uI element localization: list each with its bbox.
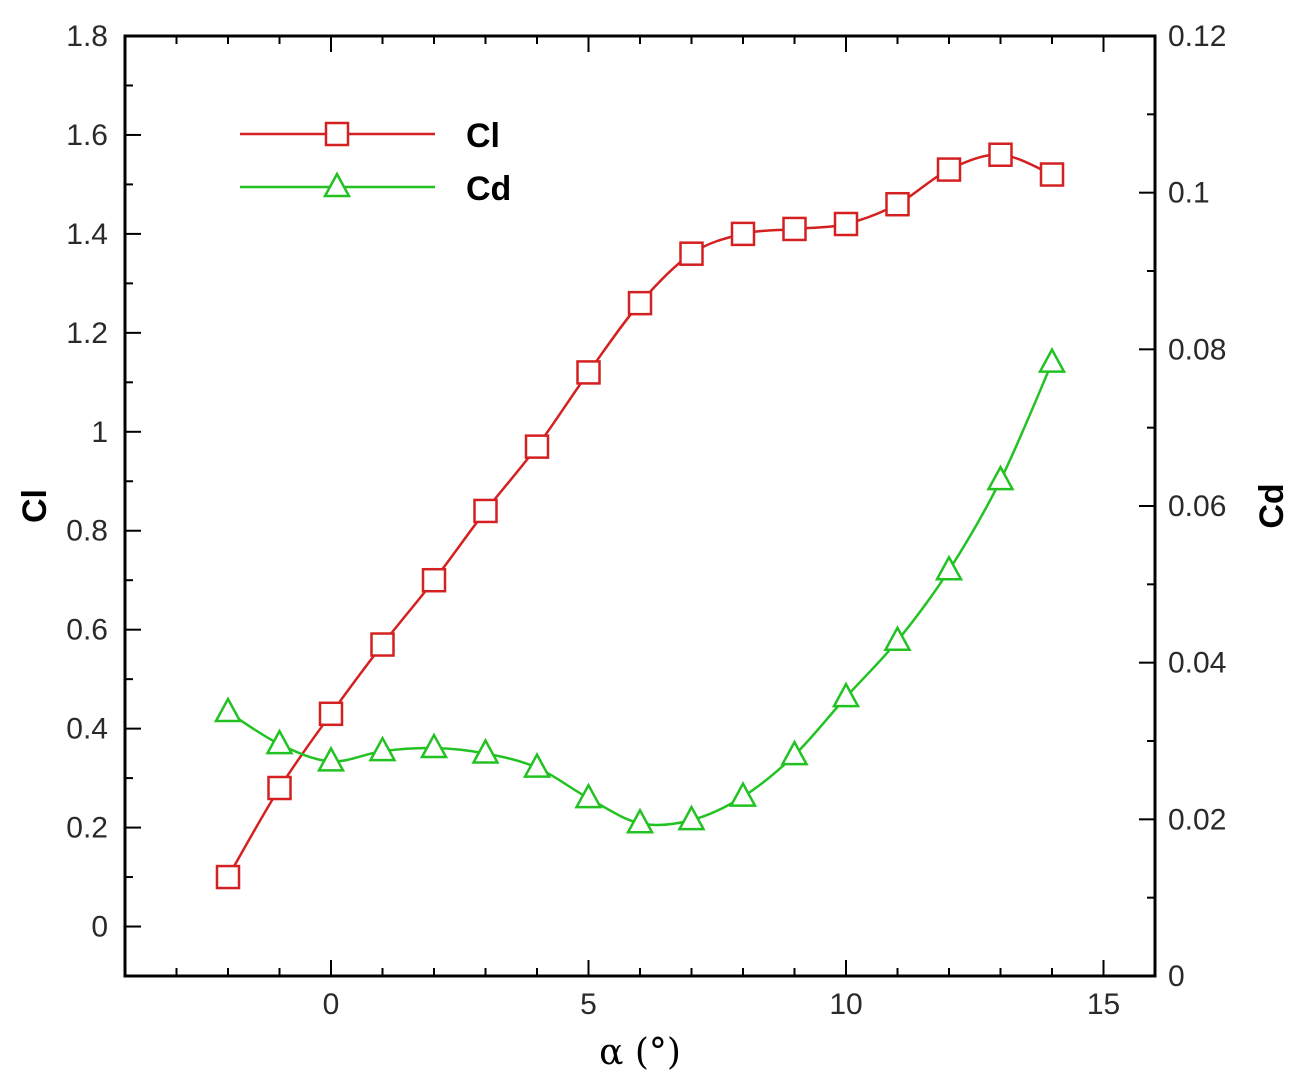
y-left-tick-label: 0.8 bbox=[66, 515, 108, 548]
series-cl-point bbox=[885, 191, 910, 217]
series-layer bbox=[213, 142, 1067, 890]
series-cl-point bbox=[370, 632, 395, 657]
legend-cl-marker bbox=[324, 121, 350, 147]
x-tick-label: 15 bbox=[1087, 988, 1120, 1021]
y-left-tick-label: 0.2 bbox=[66, 812, 108, 845]
series-cl-point bbox=[988, 142, 1013, 167]
y-left-tick-label: 1.6 bbox=[66, 119, 108, 152]
series-cl-point bbox=[267, 775, 292, 801]
series-cd-point bbox=[728, 781, 758, 807]
series-cd-point bbox=[316, 745, 346, 772]
y-right-tick-label: 0.06 bbox=[1168, 490, 1226, 523]
x-tick-label: 10 bbox=[829, 988, 862, 1021]
x-tick-label: 5 bbox=[580, 988, 597, 1021]
series-cd-point bbox=[625, 807, 655, 834]
series-cd-point bbox=[883, 625, 912, 651]
y-right-tick-label: 0.12 bbox=[1168, 20, 1226, 53]
series-cl-point bbox=[833, 211, 859, 237]
series-cd-point bbox=[471, 737, 500, 764]
series-cl-point bbox=[318, 701, 344, 727]
series-cl-point bbox=[421, 567, 447, 593]
series-cl-line bbox=[226, 153, 1053, 878]
series-cd-point bbox=[986, 464, 1015, 491]
y-left-tick-label: 0.6 bbox=[66, 614, 108, 647]
series-cd-point bbox=[934, 554, 964, 581]
series-cd-point bbox=[677, 804, 706, 831]
series-cd-point bbox=[419, 732, 449, 759]
series-cd-point bbox=[368, 735, 397, 762]
series-cl-point bbox=[627, 290, 653, 316]
series-cl-point bbox=[936, 157, 962, 182]
y-left-tick-label: 1.4 bbox=[66, 218, 108, 251]
x-axis-title: α (°) bbox=[599, 1032, 681, 1073]
y-right-tick-label: 0.02 bbox=[1168, 803, 1226, 836]
legend-cd-marker bbox=[322, 171, 352, 198]
series-cd-point bbox=[574, 782, 603, 809]
y-left-tick-label: 1.2 bbox=[66, 317, 108, 350]
y-left-tick-label: 0.4 bbox=[66, 713, 108, 746]
series-cl-point bbox=[524, 434, 550, 459]
series-cd-point bbox=[831, 681, 861, 708]
y-right-tick-label: 0 bbox=[1168, 960, 1185, 993]
y-axis-title-right: Cd bbox=[1253, 483, 1291, 528]
y-right-tick-label: 0.04 bbox=[1168, 647, 1226, 680]
series-cd-point bbox=[213, 696, 243, 723]
y-left-tick-label: 1.8 bbox=[66, 20, 108, 53]
tick-labels: 0 5 10 15 0 0.2 0.4 0.6 0.8 1 1.2 1.4 1.6 1.8 0 0.02 0.0… bbox=[66, 20, 1226, 1021]
series-cl-point bbox=[1039, 162, 1065, 187]
legend-cd-label: Cd bbox=[466, 170, 511, 208]
series-cl-point bbox=[473, 498, 498, 524]
series-cd-point bbox=[780, 739, 809, 766]
y-left-tick-label: 1 bbox=[91, 416, 108, 449]
plot-frame bbox=[123, 34, 1157, 978]
y-left-tick-label: 0 bbox=[91, 911, 108, 944]
legend-cl-label: Cl bbox=[466, 117, 500, 155]
series-cd-point bbox=[1037, 347, 1067, 373]
series-cl-point bbox=[576, 360, 601, 385]
legend: Cl Cd bbox=[240, 117, 511, 208]
y-axis-title-left: Cl bbox=[16, 489, 54, 523]
x-tick-label: 0 bbox=[323, 988, 340, 1021]
y-right-tick-label: 0.1 bbox=[1168, 177, 1210, 210]
series-cl-point bbox=[215, 864, 241, 890]
tick-marks bbox=[125, 35, 1155, 977]
series-cl-point bbox=[782, 216, 807, 242]
series-cd-line bbox=[227, 362, 1054, 827]
series-cl-point bbox=[730, 221, 756, 247]
series-cd-point bbox=[522, 752, 552, 778]
y-right-tick-label: 0.08 bbox=[1168, 333, 1226, 366]
series-cd-point bbox=[265, 728, 294, 755]
series-cl-point bbox=[679, 241, 704, 266]
